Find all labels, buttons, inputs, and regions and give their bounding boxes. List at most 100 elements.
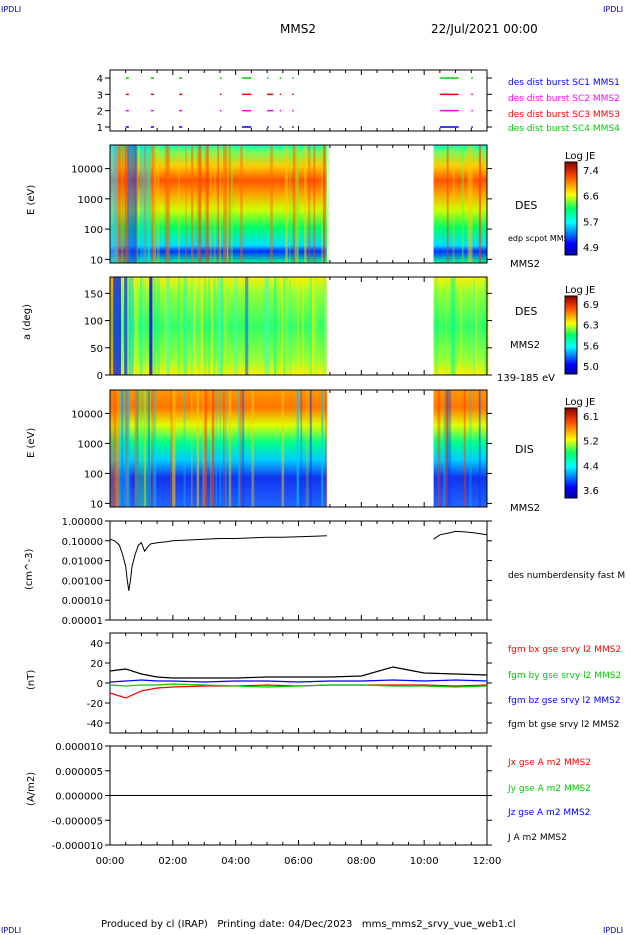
des-energy-streak xyxy=(313,145,316,263)
des-pitch-streak xyxy=(208,277,210,375)
corner-label-top-right: IPDLI xyxy=(603,5,624,14)
dis-energy-streak xyxy=(223,390,225,507)
burst-legend-2: des dist burst SC2 MMS2 xyxy=(508,94,620,104)
spacecraft-title: MMS2 xyxy=(280,22,316,36)
des-energy-ytick-label: 1000 xyxy=(78,195,103,206)
density-ytick-label: 0.00001 xyxy=(62,616,103,627)
xaxis-tick-label: 06:00 xyxy=(284,856,313,867)
des-pitch-streak xyxy=(309,277,312,375)
des-energy-streak xyxy=(478,145,482,263)
des-energy-streak xyxy=(213,145,216,263)
density-ytick-label: 0.00100 xyxy=(62,576,103,587)
dis-energy-streak xyxy=(463,390,466,507)
des-energy-early-structure xyxy=(150,145,156,263)
des-pitch-ylabel: a (deg) xyxy=(22,304,33,340)
des-energy-streak xyxy=(151,145,154,263)
mag-line-4 xyxy=(109,666,488,679)
des-pitch-streak xyxy=(221,277,223,375)
des-energy-streak xyxy=(121,145,124,263)
burst-legend-3: des dist burst SC3 MMS3 xyxy=(508,110,620,120)
des-energy-colorbar-tick-label: 5.7 xyxy=(583,217,599,228)
mag-ytick-label: -40 xyxy=(87,719,103,730)
des-energy-streak xyxy=(196,145,201,263)
des-energy-border xyxy=(109,144,488,264)
des-energy-streak xyxy=(177,145,181,263)
dis-energy-streak xyxy=(136,390,139,507)
des-pitch-streak xyxy=(273,277,277,375)
dis-energy-streak xyxy=(437,390,441,507)
des-energy-streak xyxy=(147,145,151,263)
dis-energy-colorbar-tick-label: 6.1 xyxy=(583,412,599,423)
des-pitch-early-structure xyxy=(149,277,153,375)
mag-line-2 xyxy=(109,683,488,688)
des-pitch-streak xyxy=(296,277,300,375)
dis-energy-ytick-label: 100 xyxy=(84,469,103,480)
dis-energy-streak xyxy=(147,390,151,507)
corner-label-top-left: IPDLI xyxy=(1,5,22,14)
des-pitch-streak xyxy=(266,277,270,375)
des-pitch-streak xyxy=(484,277,487,375)
des-energy-streak xyxy=(296,145,299,263)
mag-ytick-label: -20 xyxy=(87,699,103,710)
des-energy-streak xyxy=(198,145,202,263)
mag-ylabel: (nT) xyxy=(26,670,37,690)
dis-energy-streak xyxy=(172,390,176,507)
des-pitch-streak xyxy=(219,277,223,375)
des-pitch-colorbar-tick-label: 5.6 xyxy=(583,341,599,352)
des-energy-ytick-label: 10000 xyxy=(71,165,103,176)
dis-energy-streak xyxy=(126,390,131,507)
dis-energy-ytick-label: 10 xyxy=(90,499,103,510)
des-energy-streak xyxy=(289,145,291,263)
des-energy-streak xyxy=(285,145,288,263)
des-pitch-early-structure xyxy=(113,277,121,375)
dis-energy-early-structure xyxy=(110,390,120,507)
des-pitch-streak xyxy=(192,277,196,375)
des-energy-streak xyxy=(166,145,170,263)
dis-energy-streak xyxy=(443,390,445,507)
des-pitch-streak xyxy=(450,277,454,375)
des-energy-spectrum-left xyxy=(110,145,327,263)
dis-energy-streak xyxy=(215,390,218,507)
des-pitch-streak xyxy=(475,277,478,375)
des-pitch-streak xyxy=(140,277,142,375)
dis-energy-streak xyxy=(241,390,245,507)
corner-label-bottom-left: IPDLI xyxy=(1,926,22,935)
dis-energy-streak xyxy=(121,390,124,507)
des-pitch-streak xyxy=(126,277,131,375)
des-pitch-early-structure xyxy=(124,277,128,375)
des-energy-streak xyxy=(230,145,234,263)
xaxis-tick-label: 10:00 xyxy=(410,856,439,867)
mag-ytick-label: 0 xyxy=(97,679,103,690)
mag-legend-1: fgm bx gse srvy l2 MMS2 xyxy=(508,645,621,655)
dis-energy-streak xyxy=(204,390,208,507)
des-pitch-streak xyxy=(289,277,291,375)
des-pitch-streak xyxy=(179,277,183,375)
des-pitch-streak xyxy=(185,277,188,375)
dis-energy-streak xyxy=(153,390,157,507)
dis-energy-streak xyxy=(300,390,303,507)
des-pitch-streak xyxy=(183,277,187,375)
density-legend: des numberdensity fast M xyxy=(508,571,625,581)
des-energy-early-structure xyxy=(127,145,137,263)
density-line-2 xyxy=(433,530,488,540)
des-pitch-streak xyxy=(452,277,456,375)
burst-panel-ytick-label: 1 xyxy=(97,123,103,134)
des-energy-streak xyxy=(209,145,212,263)
des-energy-streak xyxy=(469,145,473,263)
des-energy-spectrum-right xyxy=(433,145,487,263)
des-energy-streak xyxy=(323,145,326,263)
des-energy-streak xyxy=(219,145,222,263)
dis-energy-streak xyxy=(478,390,481,507)
des-energy-early-structure xyxy=(139,145,151,263)
dis-energy-spectrum-left xyxy=(110,390,327,507)
dis-energy-streak xyxy=(309,390,312,507)
des-pitch-streak xyxy=(200,277,204,375)
des-energy-sublabel: MMS2 xyxy=(510,259,540,270)
des-pitch-streak xyxy=(136,277,139,375)
des-pitch-streak xyxy=(191,277,195,375)
dis-energy-early-structure xyxy=(119,390,129,507)
current-ytick-label: 0.000010 xyxy=(55,742,103,753)
des-energy-streak xyxy=(157,145,160,263)
des-energy-streak xyxy=(223,145,226,263)
